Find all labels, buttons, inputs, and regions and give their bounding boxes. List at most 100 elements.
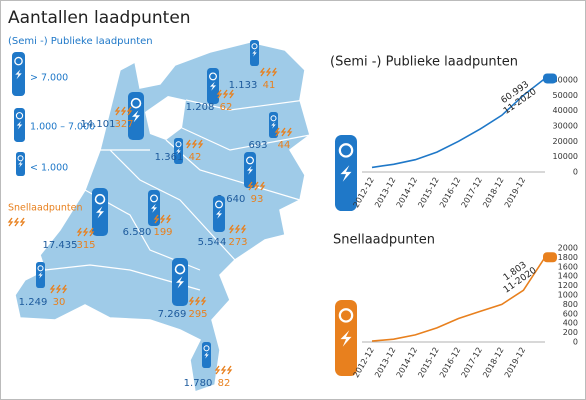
y-tick-label: 0 bbox=[573, 338, 578, 347]
public-count: 1.780 bbox=[184, 378, 213, 389]
charger-bolt bbox=[252, 49, 257, 57]
legend-item: < 1.000 bbox=[30, 163, 68, 174]
fast-count: 44 bbox=[278, 140, 291, 151]
charger-ring bbox=[150, 194, 158, 203]
fast-icon bbox=[165, 214, 172, 224]
fast-count: 199 bbox=[153, 227, 172, 238]
charger-ring bbox=[251, 43, 258, 50]
y-tick-label: 10000 bbox=[553, 152, 578, 161]
fast-count: 42 bbox=[189, 152, 202, 163]
y-tick-label: 50000 bbox=[553, 91, 578, 100]
fast-icon bbox=[200, 296, 207, 306]
fast-count: 327 bbox=[114, 119, 133, 130]
fast-icon bbox=[228, 89, 235, 99]
fast-icon bbox=[185, 139, 192, 149]
fast-icon bbox=[280, 127, 287, 137]
charger-ring bbox=[174, 263, 186, 275]
charger-ring bbox=[338, 308, 354, 323]
plug-icon bbox=[543, 73, 557, 84]
province-borders bbox=[44, 99, 311, 291]
public-count: 1.249 bbox=[19, 297, 48, 308]
fast-icon bbox=[234, 224, 241, 234]
fast-icon bbox=[55, 284, 62, 294]
charger-ring bbox=[17, 155, 24, 162]
plug-icon bbox=[543, 252, 557, 263]
y-tick-label: 200 bbox=[563, 328, 578, 337]
page-title: Aantallen laadpunten bbox=[8, 8, 191, 28]
chart-title: Snellaadpunten bbox=[333, 233, 435, 248]
fast-icon bbox=[240, 224, 247, 234]
fast-icon bbox=[114, 106, 121, 116]
charger-bolt bbox=[247, 165, 253, 175]
charger-bolt bbox=[38, 271, 43, 279]
line bbox=[371, 77, 546, 169]
fast-count: 82 bbox=[218, 378, 231, 389]
fast-icon bbox=[226, 365, 233, 375]
legend-item: 1.000 – 7.000 bbox=[30, 122, 95, 133]
fast-icon bbox=[220, 365, 227, 375]
charger-ring bbox=[215, 200, 223, 209]
fast-icon bbox=[126, 106, 133, 116]
fast-icon bbox=[274, 127, 281, 137]
charger-ring bbox=[14, 56, 23, 66]
fast-icon bbox=[265, 67, 272, 77]
public-count: 14.101 bbox=[81, 119, 116, 130]
fast-icon bbox=[19, 217, 26, 227]
fast-count: 295 bbox=[188, 309, 207, 320]
charger-ring bbox=[246, 156, 254, 165]
charger-ring bbox=[15, 112, 24, 120]
y-tick-label: 1200 bbox=[558, 281, 578, 290]
public-count: 1.361 bbox=[155, 152, 184, 163]
charger-bolt bbox=[15, 69, 22, 80]
fast-icon bbox=[76, 227, 83, 237]
chart-title: (Semi -) Publieke laadpunten bbox=[330, 55, 518, 70]
fast-icon bbox=[214, 365, 221, 375]
y-tick-label: 1000 bbox=[558, 291, 578, 300]
y-tick-label: 600 bbox=[563, 309, 578, 318]
fast-count: 30 bbox=[53, 297, 66, 308]
public-count: 1.208 bbox=[186, 102, 215, 113]
fast-icon bbox=[197, 139, 204, 149]
fast-icon bbox=[49, 284, 56, 294]
public-count: 6.580 bbox=[123, 227, 152, 238]
charger-bolt bbox=[176, 147, 181, 155]
fast-icon bbox=[191, 139, 198, 149]
fast-icon bbox=[88, 227, 95, 237]
fast-icon bbox=[13, 217, 20, 227]
charger-ring bbox=[37, 265, 44, 272]
fast-icon bbox=[61, 284, 68, 294]
fast-icon bbox=[7, 217, 14, 227]
y-tick-label: 0 bbox=[573, 168, 578, 177]
public-count: 5.544 bbox=[198, 237, 227, 248]
y-tick-label: 1600 bbox=[558, 262, 578, 271]
fast-icon bbox=[259, 181, 266, 191]
charger-bolt bbox=[18, 160, 23, 168]
fast-count: 273 bbox=[228, 237, 247, 248]
y-tick-label: 1800 bbox=[558, 253, 578, 262]
charger-ring bbox=[209, 72, 217, 81]
charger-ring bbox=[270, 115, 277, 122]
fast-icon bbox=[82, 227, 89, 237]
fast-icon bbox=[194, 296, 201, 306]
charger-bolt bbox=[132, 110, 140, 123]
fast-icon bbox=[188, 296, 195, 306]
charger-bolt bbox=[340, 330, 352, 347]
fast-icon bbox=[253, 181, 260, 191]
charger-ring bbox=[203, 345, 210, 352]
public-count: 2.640 bbox=[217, 194, 246, 205]
fast-icon bbox=[120, 106, 127, 116]
fast-icon bbox=[222, 89, 229, 99]
public-count: 693 bbox=[248, 140, 267, 151]
fast-icon bbox=[228, 224, 235, 234]
fast-icon bbox=[159, 214, 166, 224]
fast-count: 41 bbox=[263, 80, 276, 91]
fast-count: 62 bbox=[220, 102, 233, 113]
fast-icon bbox=[153, 214, 160, 224]
fast-icon bbox=[247, 181, 254, 191]
y-tick-label: 40000 bbox=[553, 106, 578, 115]
y-tick-label: 20000 bbox=[553, 137, 578, 146]
charger-bolt bbox=[271, 121, 276, 129]
charger-bolt bbox=[151, 203, 157, 213]
fast-icon bbox=[271, 67, 278, 77]
